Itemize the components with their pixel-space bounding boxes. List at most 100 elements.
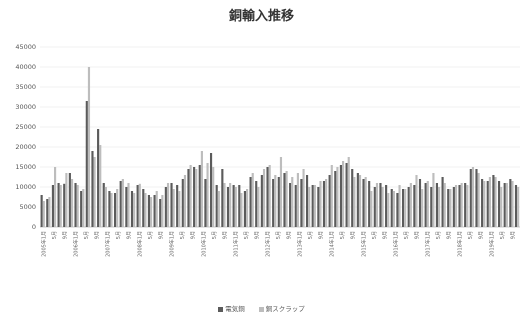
- bar-copper: [170, 183, 173, 227]
- bar-scrap: [381, 187, 384, 227]
- bar-copper: [413, 185, 416, 227]
- bar-scrap: [195, 169, 198, 227]
- bar-copper: [503, 183, 506, 227]
- bar-copper: [57, 183, 60, 227]
- bar-copper: [441, 177, 444, 227]
- y-tick-label: 20000: [15, 143, 36, 151]
- bar-copper: [294, 185, 297, 227]
- x-tick-label: 5月: [276, 231, 282, 239]
- x-tick-label: 9月: [479, 231, 485, 239]
- x-tick-label: 2006年1月: [72, 231, 79, 257]
- bar-scrap: [302, 169, 305, 227]
- bar-copper: [260, 175, 263, 227]
- bar-scrap: [336, 167, 339, 227]
- x-tick-label: 2012年1月: [264, 231, 271, 257]
- bar-copper: [181, 179, 184, 227]
- x-tick-label: 2009年1月: [168, 231, 175, 257]
- bar-scrap: [70, 179, 74, 227]
- bar-scrap: [404, 189, 407, 227]
- bar-copper: [362, 179, 365, 227]
- bar-scrap: [296, 173, 299, 227]
- bar-copper: [147, 195, 151, 227]
- x-tick-label: 5月: [308, 231, 314, 239]
- bar-scrap: [398, 185, 401, 227]
- bar-scrap: [127, 183, 130, 227]
- bar-copper: [40, 195, 43, 227]
- x-tick-label: 9月: [223, 231, 229, 239]
- x-tick-label: 5月: [372, 231, 378, 239]
- bar-copper: [385, 185, 388, 227]
- bar-scrap: [99, 145, 102, 227]
- x-tick-label: 5月: [84, 231, 90, 239]
- bar-scrap: [178, 191, 181, 227]
- y-tick-label: 0: [32, 223, 36, 231]
- bar-scrap: [285, 171, 288, 227]
- bar-copper: [136, 185, 139, 227]
- bar-copper: [514, 185, 518, 227]
- bar-scrap: [234, 187, 237, 227]
- bar-scrap: [172, 189, 175, 227]
- bar-scrap: [330, 165, 333, 227]
- bar-scrap: [392, 191, 395, 227]
- x-tick-label: 9月: [319, 231, 325, 239]
- bar-copper: [113, 193, 117, 227]
- bar-copper: [176, 185, 179, 227]
- y-tick-label: 15000: [15, 163, 36, 171]
- bar-scrap: [358, 175, 362, 227]
- bar-copper: [351, 169, 354, 227]
- y-tick-label: 10000: [15, 183, 36, 191]
- bar-copper: [345, 163, 348, 227]
- x-tick-label: 5月: [244, 231, 250, 239]
- bar-copper: [401, 189, 405, 227]
- bar-copper: [373, 187, 376, 227]
- bar-copper: [390, 189, 393, 227]
- bar-scrap: [65, 173, 68, 227]
- legend-item-copper: 電気銅: [218, 303, 245, 313]
- bar-scrap: [150, 197, 153, 227]
- bar-copper: [283, 173, 286, 227]
- bar-scrap: [229, 183, 232, 227]
- bar-scrap: [449, 189, 452, 227]
- x-tick-label: 9月: [127, 231, 133, 239]
- x-tick-label: 5月: [500, 231, 506, 239]
- bar-copper: [418, 179, 422, 227]
- bar-scrap: [268, 165, 271, 227]
- bar-copper: [322, 181, 326, 227]
- y-tick-label: 25000: [15, 123, 36, 131]
- bar-scrap: [279, 157, 283, 227]
- bar-copper: [80, 191, 83, 227]
- bar-scrap: [432, 173, 435, 227]
- bar-scrap: [93, 157, 96, 227]
- bar-scrap: [206, 163, 209, 227]
- bar-scrap: [161, 195, 164, 227]
- bar-copper: [91, 151, 94, 227]
- bar-scrap: [76, 185, 79, 227]
- bar-scrap: [342, 161, 345, 227]
- x-tick-label: 2016年1月: [392, 231, 399, 257]
- bar-scrap: [116, 189, 119, 227]
- bar-scrap: [364, 177, 367, 227]
- bar-scrap: [223, 183, 226, 227]
- x-tick-label: 9月: [447, 231, 453, 239]
- x-tick-label: 2015年1月: [360, 231, 367, 257]
- bar-scrap: [466, 185, 469, 227]
- bar-scrap: [54, 167, 57, 227]
- bar-copper: [497, 181, 501, 227]
- bar-copper: [486, 181, 489, 227]
- bar-scrap: [110, 193, 113, 227]
- bar-scrap: [200, 151, 203, 227]
- bar-scrap: [494, 177, 497, 227]
- bar-scrap: [166, 183, 170, 227]
- x-tick-label: 2007年1月: [104, 231, 111, 257]
- x-tick-label: 2008年1月: [136, 231, 143, 257]
- bar-copper: [243, 191, 247, 227]
- chart-title: 銅輸入推移: [228, 9, 294, 24]
- y-tick-label: 5000: [19, 203, 36, 211]
- x-tick-label: 2019年1月: [488, 231, 495, 257]
- bar-copper: [142, 189, 145, 227]
- bar-copper: [130, 191, 134, 227]
- x-tick-label: 5月: [52, 231, 58, 239]
- x-tick-label: 5月: [212, 231, 218, 239]
